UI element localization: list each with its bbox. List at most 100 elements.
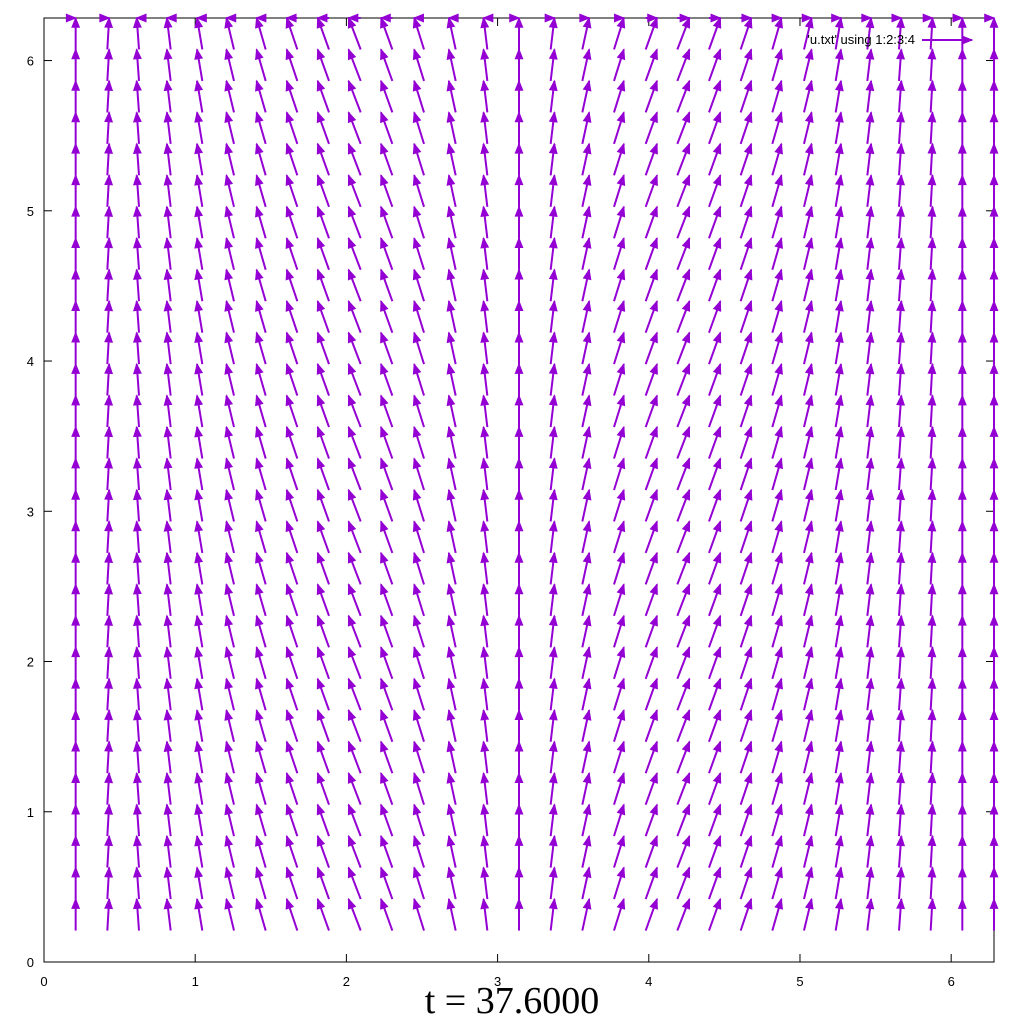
vector-arrow bbox=[771, 866, 783, 900]
vector-arrow bbox=[896, 48, 906, 82]
vector-arrow bbox=[163, 583, 173, 616]
vector-arrow bbox=[480, 48, 490, 82]
vector-arrow bbox=[132, 394, 142, 428]
vector-arrow bbox=[834, 457, 844, 491]
vector-arrow bbox=[771, 614, 783, 648]
vector-arrow bbox=[224, 111, 235, 145]
vector-arrow bbox=[285, 740, 299, 774]
vector-arrow bbox=[194, 866, 204, 900]
vector-arrow bbox=[255, 834, 267, 868]
vector-arrow bbox=[412, 771, 425, 805]
vector-arrow bbox=[316, 488, 330, 522]
vector-arrow bbox=[412, 425, 425, 459]
vector-arrow bbox=[132, 645, 142, 679]
vector-arrow bbox=[316, 394, 330, 428]
vector-arrow bbox=[285, 174, 299, 208]
vector-arrow bbox=[676, 740, 691, 774]
vector-arrow bbox=[255, 488, 267, 522]
vector-arrow bbox=[224, 79, 235, 113]
vector-arrow bbox=[957, 645, 967, 679]
vector-arrow bbox=[803, 236, 814, 270]
vector-arrow bbox=[613, 174, 626, 208]
vector-arrow bbox=[104, 268, 114, 302]
vector-arrow bbox=[224, 331, 235, 365]
vector-arrow bbox=[480, 236, 490, 270]
vector-arrow bbox=[865, 834, 875, 868]
vector-arrow bbox=[347, 803, 362, 837]
vector-arrow bbox=[316, 13, 330, 23]
x-tick-label: 5 bbox=[796, 974, 803, 989]
x-tick-label: 6 bbox=[948, 974, 955, 989]
vector-arrow bbox=[285, 13, 298, 23]
vector-arrow bbox=[834, 866, 844, 900]
vector-arrow bbox=[548, 897, 558, 931]
vector-arrow bbox=[255, 79, 267, 113]
vector-arrow bbox=[834, 48, 844, 82]
vector-arrow bbox=[613, 583, 626, 617]
vector-arrow bbox=[446, 677, 457, 711]
vector-arrow bbox=[739, 520, 753, 554]
vector-arrow bbox=[71, 866, 81, 900]
vector-arrow bbox=[803, 331, 814, 365]
vector-arrow bbox=[194, 268, 204, 302]
vector-arrow bbox=[957, 677, 967, 711]
vector-arrow bbox=[347, 740, 362, 774]
vector-arrow bbox=[71, 677, 81, 711]
vector-arrow bbox=[579, 13, 591, 23]
vector-arrow bbox=[957, 834, 967, 868]
vector-arrow bbox=[676, 48, 691, 82]
vector-arrow bbox=[347, 488, 362, 522]
vector-arrow bbox=[644, 709, 658, 743]
vector-arrow bbox=[380, 677, 394, 711]
vector-arrow bbox=[71, 740, 81, 774]
vector-arrow bbox=[104, 174, 114, 207]
vector-arrow bbox=[380, 268, 394, 302]
vector-arrow bbox=[644, 520, 658, 554]
vector-arrow bbox=[676, 551, 691, 585]
vector-arrow bbox=[224, 16, 235, 50]
vector-arrow bbox=[865, 740, 875, 774]
vector-arrow bbox=[708, 174, 722, 208]
vector-arrow bbox=[989, 645, 999, 679]
vector-arrow bbox=[412, 834, 425, 868]
vector-arrow bbox=[984, 13, 996, 23]
vector-arrow bbox=[480, 457, 490, 491]
vector-arrow bbox=[771, 48, 783, 82]
vector-arrow bbox=[480, 897, 490, 931]
x-tick-label: 4 bbox=[645, 974, 652, 989]
vector-arrow bbox=[834, 16, 844, 50]
vector-arrow bbox=[285, 646, 299, 680]
vector-arrow bbox=[71, 79, 81, 113]
vector-arrow bbox=[644, 205, 658, 239]
vector-arrow bbox=[644, 677, 658, 711]
vector-arrow bbox=[412, 142, 425, 176]
vector-arrow bbox=[989, 897, 999, 931]
vector-arrow bbox=[71, 331, 81, 365]
vector-arrow bbox=[739, 236, 753, 271]
vector-arrow bbox=[194, 583, 204, 617]
vector-arrow bbox=[132, 520, 142, 554]
vector-arrow bbox=[865, 866, 875, 900]
vector-arrow bbox=[644, 897, 658, 931]
vector-arrow bbox=[285, 142, 299, 176]
vector-arrow bbox=[803, 268, 814, 302]
vector-arrow bbox=[927, 897, 937, 931]
vector-arrow bbox=[739, 583, 753, 617]
vector-arrow bbox=[708, 16, 722, 50]
vector-arrow bbox=[71, 425, 81, 459]
vector-arrow bbox=[548, 362, 558, 396]
vector-arrow bbox=[480, 394, 490, 428]
vector-arrow bbox=[676, 646, 691, 680]
vector-arrow bbox=[316, 174, 330, 208]
vector-arrow bbox=[99, 13, 111, 23]
vector-arrow bbox=[316, 646, 330, 680]
vector-arrow bbox=[163, 520, 173, 554]
vector-arrow bbox=[989, 268, 999, 302]
vector-arrow bbox=[194, 646, 204, 679]
vector-arrow bbox=[380, 488, 394, 522]
vector-arrow bbox=[896, 394, 906, 428]
vector-arrow bbox=[957, 16, 967, 50]
vector-arrow bbox=[194, 425, 204, 459]
plot-axes: 0 1 2 3 4 5 6 0 1 2 3 4 5 6 bbox=[27, 17, 995, 989]
vector-arrow bbox=[446, 897, 457, 931]
